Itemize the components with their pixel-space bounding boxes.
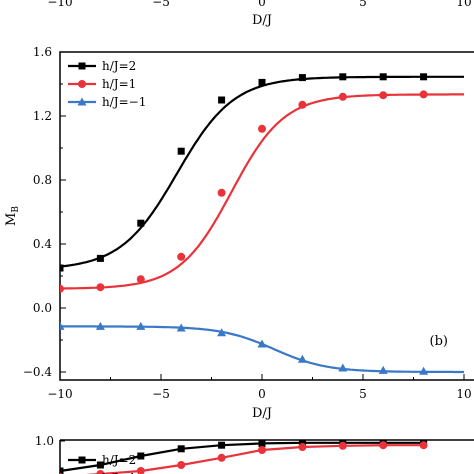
top-x-tick-label: 0 bbox=[258, 0, 266, 9]
x-axis-ticks: −10 −5 0 5 10 bbox=[47, 374, 472, 401]
x-tick-label: 0 bbox=[258, 387, 266, 401]
data-point-1 bbox=[177, 147, 185, 155]
bottom-legend-marker bbox=[78, 456, 86, 464]
data-point-1 bbox=[60, 264, 64, 272]
y-tick-label: 1.6 bbox=[33, 45, 52, 59]
bottom-y-tick-label: 1.0 bbox=[35, 434, 54, 448]
data-point-2 bbox=[258, 124, 266, 133]
x-axis-title: D/J bbox=[252, 406, 272, 421]
legend-label: h/J=1 bbox=[102, 77, 136, 91]
bottom-series-layer bbox=[60, 440, 428, 474]
top-x-tick-labels: −10 −5 0 5 10 bbox=[47, 0, 471, 9]
y-axis-ticks: −0.4 0.0 0.4 0.8 1.2 1.6 bbox=[23, 45, 66, 379]
legend-marker bbox=[78, 80, 86, 88]
bottom-legend-label: h/J=1 bbox=[102, 471, 136, 474]
data-point-1 bbox=[379, 73, 387, 81]
data-point-1 bbox=[218, 96, 226, 104]
bottom-legend-label: h/J=2 bbox=[102, 453, 136, 467]
data-point-3 bbox=[419, 366, 429, 375]
legend: h/J=2 h/J=1 h/J=−1 bbox=[68, 59, 146, 109]
bottom-data-point-2 bbox=[217, 453, 226, 462]
data-point-2 bbox=[177, 252, 186, 261]
data-point-3 bbox=[217, 328, 227, 337]
plot-frame bbox=[59, 51, 474, 381]
data-point-2 bbox=[136, 275, 145, 284]
bottom-data-point-2 bbox=[136, 467, 145, 474]
y-axis-title-main: M bbox=[4, 213, 19, 226]
panel-label: (b) bbox=[430, 334, 448, 349]
data-point-3 bbox=[297, 354, 307, 363]
data-point-3 bbox=[338, 363, 348, 372]
data-point-2 bbox=[96, 283, 105, 292]
data-point-2 bbox=[338, 92, 347, 101]
top-panel-fragment: −10 −5 0 5 10 D/J bbox=[47, 0, 471, 28]
top-x-tick-label: 10 bbox=[456, 0, 471, 9]
y-axis-title: MB bbox=[4, 206, 21, 226]
data-point-1 bbox=[339, 73, 347, 81]
bottom-panel-fragment: 1.0 h/J=2 h/J=1 bbox=[35, 434, 474, 474]
legend-marker bbox=[78, 62, 86, 70]
y-tick-label: 0.0 bbox=[33, 301, 52, 315]
data-point-1 bbox=[96, 254, 104, 262]
bottom-legend: h/J=2 h/J=1 bbox=[68, 453, 136, 474]
y-axis-title-subscript: B bbox=[11, 206, 21, 213]
bottom-series-line-2 bbox=[85, 444, 424, 474]
data-point-2 bbox=[217, 188, 226, 197]
main-panel: −0.4 0.0 0.4 0.8 1.2 1.6 −10 −5 0 5 10 D/J MB h/J… bbox=[4, 45, 474, 421]
data-point-3 bbox=[60, 321, 65, 330]
legend-marker bbox=[77, 97, 87, 106]
data-point-2 bbox=[298, 100, 307, 109]
data-point-1 bbox=[137, 219, 145, 227]
bottom-data-point-1 bbox=[60, 467, 64, 474]
bottom-data-point-2 bbox=[298, 443, 307, 451]
bottom-data-point-2 bbox=[338, 441, 347, 450]
bottom-data-point-2 bbox=[258, 446, 266, 454]
legend-label: h/J=−1 bbox=[102, 95, 146, 109]
legend-label: h/J=2 bbox=[102, 59, 136, 73]
bottom-data-point-1 bbox=[137, 452, 145, 460]
x-tick-label: 5 bbox=[359, 387, 367, 401]
data-point-3 bbox=[136, 321, 146, 330]
series-line-2 bbox=[60, 93, 464, 290]
x-tick-label: −10 bbox=[47, 387, 72, 401]
data-point-1 bbox=[298, 74, 306, 82]
y-tick-label: 0.8 bbox=[33, 173, 52, 187]
top-x-tick-label: 5 bbox=[359, 0, 367, 9]
data-point-3 bbox=[176, 323, 186, 332]
bottom-data-point-2 bbox=[379, 441, 388, 450]
bottom-data-point-1 bbox=[218, 441, 226, 449]
bottom-series-line-1 bbox=[60, 441, 424, 473]
data-point-1 bbox=[420, 73, 428, 81]
data-point-3 bbox=[95, 321, 105, 330]
data-point-2 bbox=[60, 284, 64, 293]
data-point-1 bbox=[258, 78, 266, 86]
bottom-data-point-2 bbox=[96, 470, 105, 474]
data-point-3 bbox=[257, 339, 267, 348]
x-tick-label: 10 bbox=[456, 387, 471, 401]
data-point-3 bbox=[378, 365, 388, 374]
top-x-tick-label: −10 bbox=[47, 0, 72, 9]
bottom-data-point-2 bbox=[177, 461, 186, 469]
series-line-3 bbox=[60, 325, 464, 374]
top-x-axis-title: D/J bbox=[252, 13, 272, 28]
top-x-tick-label: −5 bbox=[152, 0, 170, 9]
bottom-data-point-1 bbox=[177, 445, 185, 453]
x-tick-label: −5 bbox=[152, 387, 170, 401]
y-tick-label: 1.2 bbox=[33, 109, 52, 123]
bottom-data-point-2 bbox=[419, 441, 428, 450]
data-point-2 bbox=[379, 91, 388, 100]
y-tick-label: −0.4 bbox=[23, 365, 53, 379]
svg-text:MB: MB bbox=[4, 206, 21, 226]
bottom-data-point-1 bbox=[258, 440, 266, 447]
y-tick-label: 0.4 bbox=[33, 237, 52, 251]
bottom-data-point-1 bbox=[96, 461, 104, 469]
series-layer bbox=[60, 73, 464, 375]
data-point-2 bbox=[419, 90, 428, 99]
